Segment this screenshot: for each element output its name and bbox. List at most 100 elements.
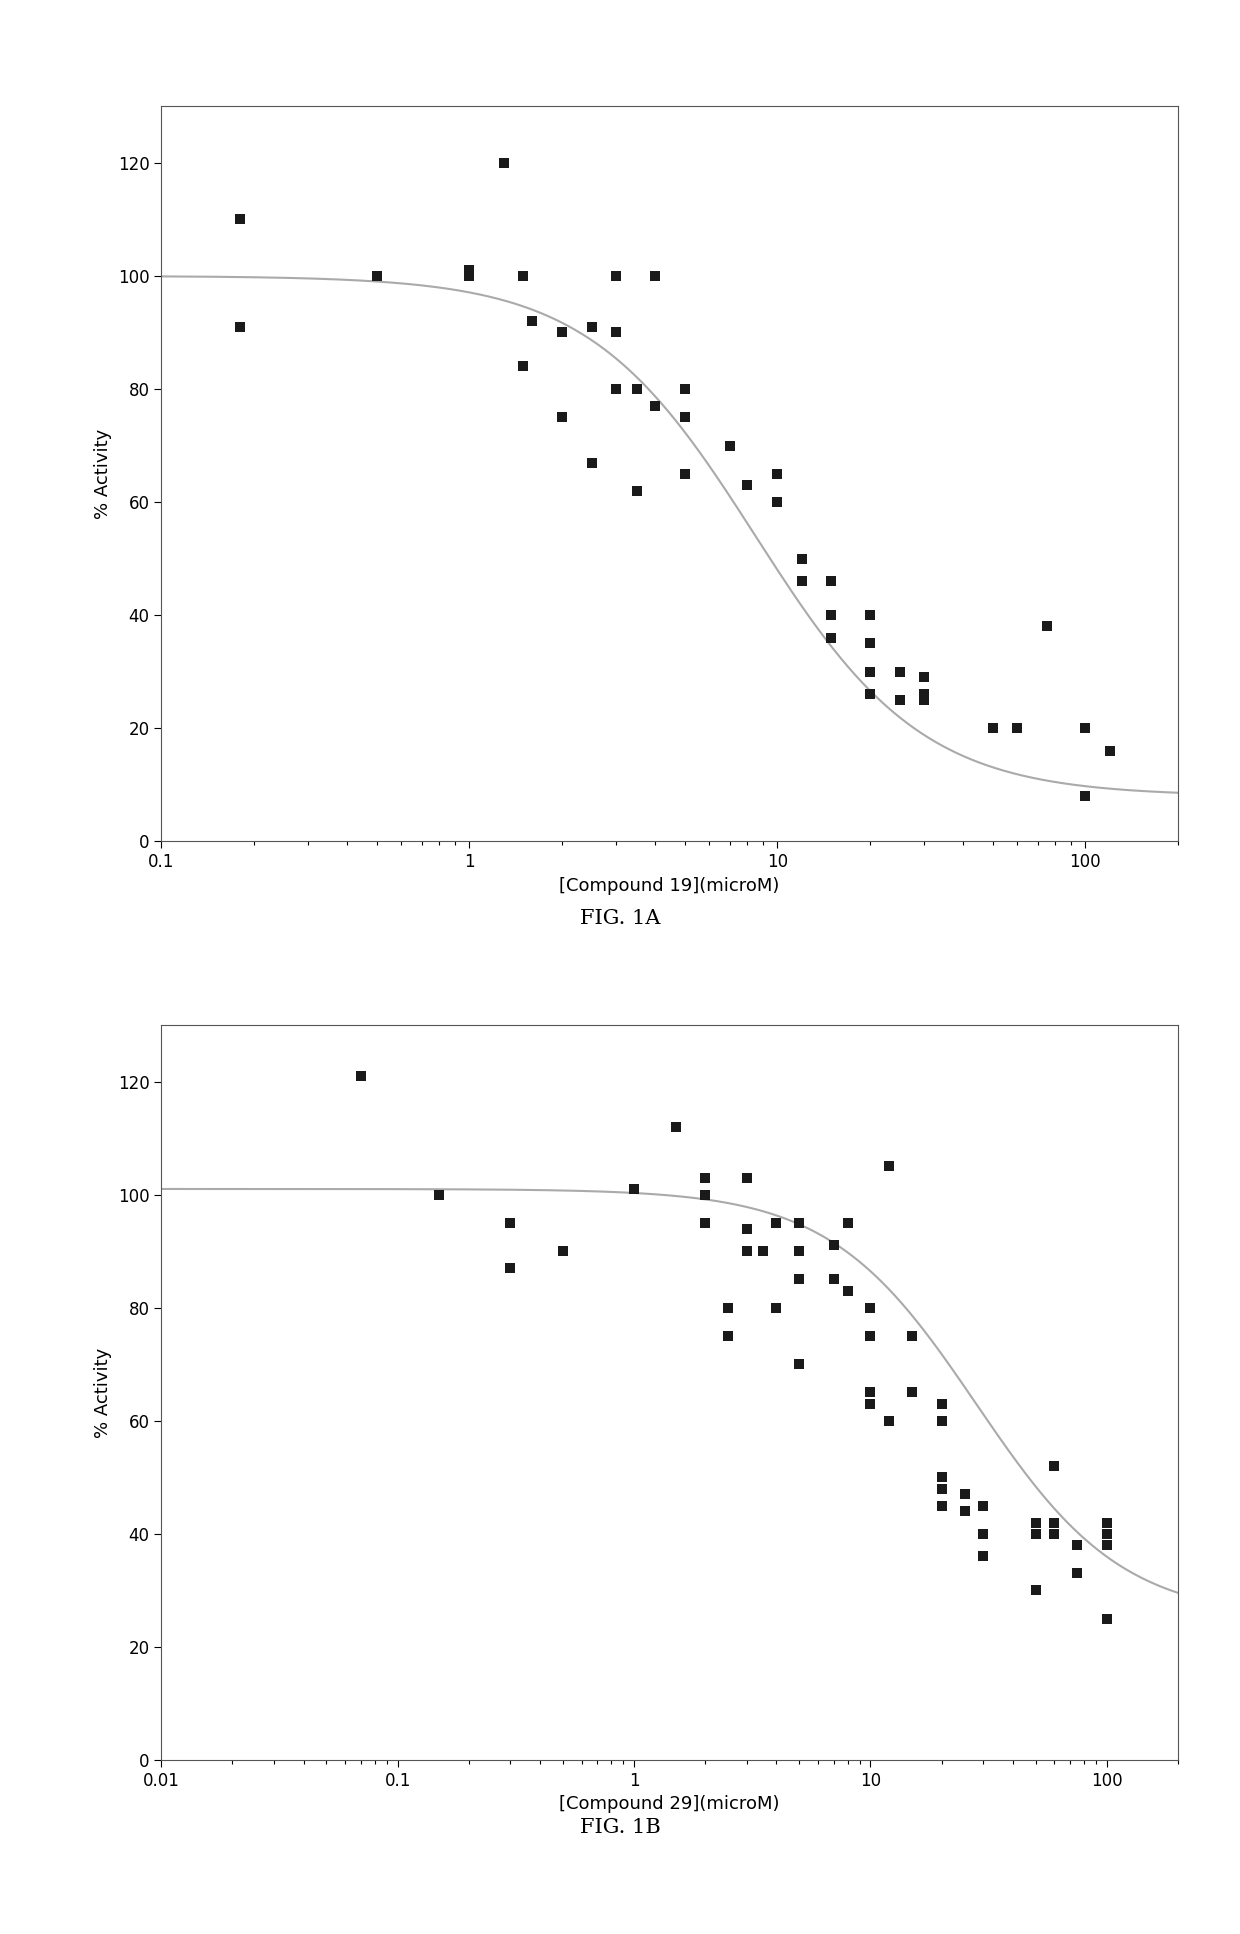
Point (1097, 1518, 1117, 1549)
Point (737, 1213, 756, 1244)
Point (351, 1060, 371, 1091)
Point (675, 402, 694, 433)
Point (973, 1541, 993, 1572)
Point (914, 661, 934, 692)
Point (903, 1377, 923, 1408)
Point (931, 1389, 951, 1420)
Point (931, 1489, 951, 1520)
Point (645, 391, 665, 422)
Point (931, 1462, 951, 1493)
Point (624, 1174, 644, 1205)
Point (861, 679, 880, 710)
Point (1068, 1559, 1087, 1590)
Y-axis label: % Activity: % Activity (94, 1348, 112, 1437)
Point (1044, 1518, 1064, 1549)
Point (790, 1207, 810, 1238)
Point (522, 306, 542, 337)
Point (1075, 781, 1095, 812)
X-axis label: [Compound 29](microM): [Compound 29](microM) (559, 1795, 780, 1814)
Point (861, 1292, 880, 1323)
Point (1068, 1530, 1087, 1561)
Point (753, 1236, 773, 1267)
Point (973, 1518, 993, 1549)
Point (1037, 611, 1056, 642)
Point (822, 567, 842, 598)
Point (513, 261, 533, 292)
Point (861, 629, 880, 659)
Point (790, 1236, 810, 1267)
Point (1044, 1450, 1064, 1481)
Point (552, 317, 572, 348)
Point (1025, 1518, 1045, 1549)
Point (790, 1348, 810, 1379)
Y-axis label: % Activity: % Activity (94, 429, 112, 518)
Point (229, 203, 249, 234)
Point (766, 1207, 786, 1238)
Point (914, 685, 934, 716)
Point (1025, 1574, 1045, 1605)
Point (890, 656, 910, 687)
Point (879, 1406, 899, 1437)
Point (903, 1321, 923, 1352)
Point (666, 1112, 686, 1143)
Point (1097, 1507, 1117, 1538)
Point (973, 1489, 993, 1520)
Point (822, 623, 842, 654)
Point (1007, 714, 1027, 745)
Point (861, 656, 880, 687)
Point (459, 261, 479, 292)
Point (861, 1377, 880, 1408)
Point (914, 679, 934, 710)
Point (768, 487, 787, 518)
Point (931, 1474, 951, 1505)
Point (890, 685, 910, 716)
Point (823, 1265, 843, 1296)
Point (367, 261, 387, 292)
Point (582, 447, 601, 478)
Point (791, 567, 811, 598)
X-axis label: [Compound 19](microM): [Compound 19](microM) (559, 876, 780, 895)
Point (606, 317, 626, 348)
Point (931, 1406, 951, 1437)
Point (696, 1207, 715, 1238)
Point (879, 1151, 899, 1182)
Point (429, 1180, 449, 1211)
Point (738, 470, 758, 501)
Point (582, 311, 601, 342)
Point (766, 1292, 786, 1323)
Point (1100, 735, 1120, 766)
Point (513, 350, 533, 381)
Point (955, 1495, 975, 1526)
Text: FIG. 1B: FIG. 1B (579, 1818, 661, 1837)
Point (675, 373, 694, 404)
Point (982, 714, 1002, 745)
Point (837, 1207, 857, 1238)
Point (1097, 1530, 1117, 1561)
Point (553, 1236, 573, 1267)
Text: FIG. 1A: FIG. 1A (580, 909, 660, 928)
Point (737, 1236, 756, 1267)
Point (718, 1292, 738, 1323)
Point (1025, 1507, 1045, 1538)
Point (861, 1321, 880, 1352)
Point (696, 1180, 715, 1211)
Point (229, 311, 249, 342)
Point (696, 1162, 715, 1193)
Point (495, 147, 515, 178)
Point (552, 402, 572, 433)
Point (1075, 714, 1095, 745)
Point (501, 1207, 521, 1238)
Point (791, 543, 811, 574)
Point (823, 1230, 843, 1261)
Point (973, 1518, 993, 1549)
Point (606, 373, 626, 404)
Point (627, 373, 647, 404)
Point (627, 476, 647, 507)
Point (606, 261, 626, 292)
Point (861, 1389, 880, 1420)
Point (790, 1265, 810, 1296)
Point (822, 600, 842, 630)
Point (879, 1406, 899, 1437)
Point (1097, 1603, 1117, 1634)
Point (459, 255, 479, 286)
